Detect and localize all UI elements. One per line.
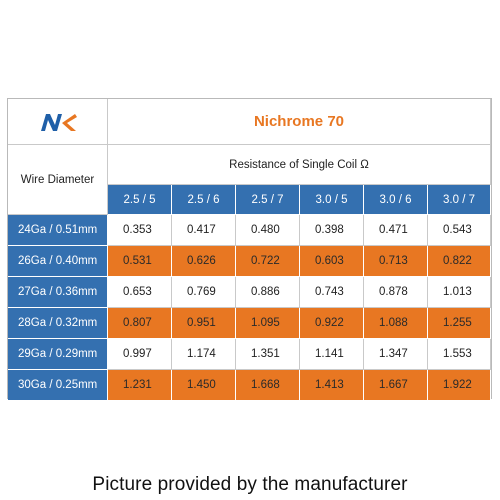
table-cell: 1.174 xyxy=(172,339,236,370)
table-title: Nichrome 70 xyxy=(108,99,491,145)
row-header: 29Ga / 0.29mm xyxy=(8,339,108,370)
column-header: 3.0 / 6 xyxy=(364,185,428,215)
table-cell: 1.231 xyxy=(108,370,172,401)
table-cell: 1.667 xyxy=(364,370,428,401)
table-cell: 0.722 xyxy=(236,246,300,277)
resistance-table: Nichrome 70 Wire Diameter Resistance of … xyxy=(7,98,492,401)
row-header: 27Ga / 0.36mm xyxy=(8,277,108,308)
table-cell: 1.013 xyxy=(428,277,491,308)
table-cell: 0.878 xyxy=(364,277,428,308)
table-cell: 0.807 xyxy=(108,308,172,339)
row-header: 26Ga / 0.40mm xyxy=(8,246,108,277)
column-header: 2.5 / 5 xyxy=(108,185,172,215)
table-cell: 0.997 xyxy=(108,339,172,370)
table-cell: 0.603 xyxy=(300,246,364,277)
table-cell: 0.353 xyxy=(108,215,172,246)
nk-logo-icon xyxy=(40,113,77,131)
nk-logo xyxy=(8,99,108,145)
table-cell: 0.626 xyxy=(172,246,236,277)
table-cell: 0.769 xyxy=(172,277,236,308)
manufacturer-caption: Picture provided by the manufacturer xyxy=(92,474,408,495)
table-cell: 0.471 xyxy=(364,215,428,246)
table-cell: 0.886 xyxy=(236,277,300,308)
table-cell: 1.095 xyxy=(236,308,300,339)
table-cell: 1.347 xyxy=(364,339,428,370)
table-cell: 1.668 xyxy=(236,370,300,401)
row-header: 28Ga / 0.32mm xyxy=(8,308,108,339)
row-header: 24Ga / 0.51mm xyxy=(8,215,108,246)
table-cell: 1.255 xyxy=(428,308,491,339)
column-header: 2.5 / 7 xyxy=(236,185,300,215)
table-cell: 0.743 xyxy=(300,277,364,308)
table-cell: 1.450 xyxy=(172,370,236,401)
table-cell: 0.951 xyxy=(172,308,236,339)
table-cell: 0.822 xyxy=(428,246,491,277)
table-cell: 0.480 xyxy=(236,215,300,246)
table-cell: 1.553 xyxy=(428,339,491,370)
table-cell: 1.141 xyxy=(300,339,364,370)
column-header: 2.5 / 6 xyxy=(172,185,236,215)
table-cell: 0.922 xyxy=(300,308,364,339)
table-cell: 0.398 xyxy=(300,215,364,246)
table-cell: 1.088 xyxy=(364,308,428,339)
table-cell: 1.351 xyxy=(236,339,300,370)
row-header: 30Ga / 0.25mm xyxy=(8,370,108,401)
column-header: 3.0 / 5 xyxy=(300,185,364,215)
table-cell: 1.922 xyxy=(428,370,491,401)
table-cell: 0.713 xyxy=(364,246,428,277)
table-cell: 0.543 xyxy=(428,215,491,246)
resistance-subtitle: Resistance of Single Coil Ω xyxy=(108,145,491,185)
table-cell: 0.417 xyxy=(172,215,236,246)
table-cell: 0.653 xyxy=(108,277,172,308)
table-cell: 0.531 xyxy=(108,246,172,277)
wire-diameter-header: Wire Diameter xyxy=(8,145,108,215)
column-header: 3.0 / 7 xyxy=(428,185,491,215)
table-cell: 1.413 xyxy=(300,370,364,401)
